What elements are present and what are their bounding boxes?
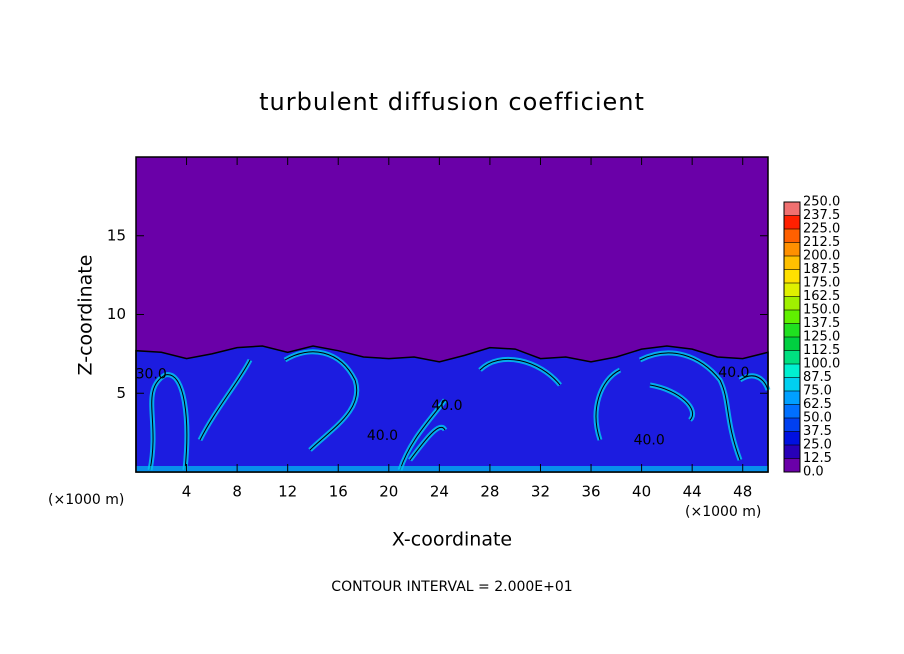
x-tick-label: 4 bbox=[182, 483, 192, 501]
colorbar-label: 100.0 bbox=[803, 357, 840, 372]
colorbar-bin bbox=[784, 215, 800, 229]
colorbar-bin bbox=[784, 283, 800, 297]
colorbar-label: 150.0 bbox=[803, 303, 840, 318]
colorbar-label: 25.0 bbox=[803, 438, 832, 453]
y-tick-label: 10 bbox=[107, 305, 126, 323]
colorbar-label: 250.0 bbox=[803, 195, 840, 210]
colorbar-label: 137.5 bbox=[803, 316, 840, 331]
colorbar-label: 50.0 bbox=[803, 411, 832, 426]
colorbar-bin bbox=[784, 391, 800, 405]
x-tick-label: 48 bbox=[733, 483, 752, 501]
swirl-contour bbox=[284, 351, 358, 451]
x-tick-label: 36 bbox=[581, 483, 600, 501]
colorbar-label: 112.5 bbox=[803, 343, 840, 358]
colorbar-bin bbox=[784, 242, 800, 256]
colorbar-label: 162.5 bbox=[803, 289, 840, 304]
colorbar-bin bbox=[784, 269, 800, 283]
x-tick-label: 32 bbox=[531, 483, 550, 501]
y-unit-label: (×1000 m) bbox=[48, 492, 124, 508]
colorbar-label: 175.0 bbox=[803, 276, 840, 291]
contour-label: 30.0 bbox=[136, 366, 167, 382]
surface-layer bbox=[136, 466, 768, 472]
swirl-contour bbox=[409, 427, 446, 461]
contour-label: 40.0 bbox=[634, 433, 665, 449]
swirl-contour bbox=[199, 359, 251, 441]
contour-label: 40.0 bbox=[718, 365, 749, 381]
colorbar-label: 237.5 bbox=[803, 208, 840, 223]
colorbar-label: 87.5 bbox=[803, 370, 832, 385]
colorbar-label: 212.5 bbox=[803, 235, 840, 250]
x-axis-label: X-coordinate bbox=[392, 529, 512, 551]
swirl-contour bbox=[595, 369, 621, 441]
colorbar-label: 75.0 bbox=[803, 384, 832, 399]
x-tick-label: 16 bbox=[329, 483, 348, 501]
colorbar-bin bbox=[784, 229, 800, 243]
colorbar-bin bbox=[784, 445, 800, 459]
contour-label: 40.0 bbox=[367, 428, 398, 444]
y-axis-label: Z-coordinate bbox=[75, 255, 97, 376]
colorbar-bin bbox=[784, 202, 800, 216]
colorbar-label: 12.5 bbox=[803, 451, 832, 466]
colorbar-bin bbox=[784, 404, 800, 418]
colorbar-label: 187.5 bbox=[803, 262, 840, 277]
colorbar-label: 0.0 bbox=[803, 465, 824, 480]
colorbar-bin bbox=[784, 296, 800, 310]
swirl-contour bbox=[149, 374, 188, 471]
swirl-contour bbox=[639, 352, 741, 461]
colorbar-bin bbox=[784, 310, 800, 324]
swirl-contour bbox=[649, 384, 693, 421]
colorbar-bin bbox=[784, 431, 800, 445]
swirl-contour bbox=[399, 399, 446, 471]
chart-title: turbulent diffusion coefficient bbox=[259, 88, 645, 116]
colorbar-label: 200.0 bbox=[803, 249, 840, 264]
x-tick-label: 12 bbox=[278, 483, 297, 501]
colorbar-bin bbox=[784, 377, 800, 391]
x-unit-label: (×1000 m) bbox=[685, 504, 761, 520]
colorbar-bin bbox=[784, 458, 800, 472]
x-tick-label: 24 bbox=[430, 483, 449, 501]
colorbar-bin bbox=[784, 256, 800, 270]
swirl-contour bbox=[479, 358, 561, 386]
colorbar-label: 225.0 bbox=[803, 222, 840, 237]
x-tick-label: 20 bbox=[379, 483, 398, 501]
colorbar-bin bbox=[784, 337, 800, 351]
colorbar-bin bbox=[784, 364, 800, 378]
colorbar-bin bbox=[784, 350, 800, 364]
y-tick-label: 15 bbox=[107, 226, 126, 244]
colorbar-bin bbox=[784, 418, 800, 432]
swirl-contour bbox=[739, 375, 769, 391]
colorbar-bin bbox=[784, 323, 800, 337]
colorbar-label: 62.5 bbox=[803, 397, 832, 412]
colorbar-frame bbox=[783, 201, 801, 473]
colorbar-label: 125.0 bbox=[803, 330, 840, 345]
x-tick-label: 40 bbox=[632, 483, 651, 501]
x-tick-label: 8 bbox=[232, 483, 242, 501]
x-tick-label: 28 bbox=[480, 483, 499, 501]
contour-interval-note: CONTOUR INTERVAL = 2.000E+01 bbox=[331, 579, 572, 595]
y-tick-label: 5 bbox=[116, 384, 126, 402]
x-tick-label: 44 bbox=[683, 483, 702, 501]
contour-label: 40.0 bbox=[431, 398, 462, 414]
colorbar-label: 37.5 bbox=[803, 424, 832, 439]
